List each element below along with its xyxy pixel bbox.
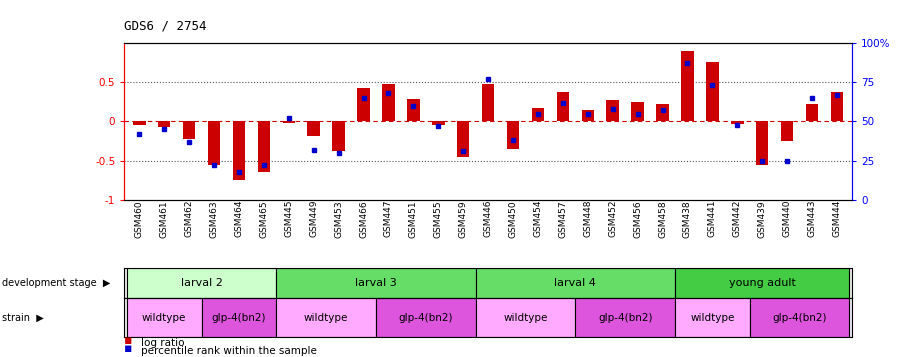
Bar (831, 92, 844, 121)
Bar (127, 268, 276, 298)
Bar (706, 62, 718, 121)
Bar (607, 100, 619, 121)
Text: GSM458: GSM458 (658, 200, 667, 237)
Bar (158, 121, 170, 127)
Bar (750, 298, 849, 337)
Text: GSM465: GSM465 (260, 200, 268, 237)
Bar (208, 121, 220, 165)
Text: glp-4(bn2): glp-4(bn2) (212, 313, 266, 323)
Text: GSM464: GSM464 (235, 200, 243, 237)
Bar (756, 121, 768, 165)
Bar (357, 89, 369, 121)
Text: GSM440: GSM440 (783, 200, 792, 237)
Text: strain  ▶: strain ▶ (2, 313, 43, 323)
Text: GSM444: GSM444 (833, 200, 842, 237)
Bar (675, 298, 750, 337)
Text: glp-4(bn2): glp-4(bn2) (598, 313, 652, 323)
Text: GSM446: GSM446 (484, 200, 493, 237)
Text: GSM466: GSM466 (359, 200, 368, 237)
Bar (133, 121, 146, 125)
Bar (576, 298, 675, 337)
Bar (308, 121, 320, 136)
Text: GSM459: GSM459 (459, 200, 468, 237)
Bar (806, 104, 818, 121)
Text: wildtype: wildtype (503, 313, 548, 323)
Text: larval 4: larval 4 (554, 278, 596, 288)
Text: GSM447: GSM447 (384, 200, 393, 237)
Bar (332, 121, 344, 151)
Bar (581, 110, 594, 121)
Text: log ratio: log ratio (141, 338, 184, 348)
Bar (675, 268, 849, 298)
Bar (283, 121, 295, 123)
Bar (233, 121, 245, 180)
Text: GSM450: GSM450 (508, 200, 518, 237)
Text: glp-4(bn2): glp-4(bn2) (399, 313, 453, 323)
Text: GSM449: GSM449 (309, 200, 319, 237)
Text: GSM452: GSM452 (608, 200, 617, 237)
Text: larval 2: larval 2 (181, 278, 223, 288)
Text: ▪: ▪ (124, 335, 133, 347)
Bar (202, 298, 276, 337)
Text: GSM443: GSM443 (808, 200, 817, 237)
Text: development stage  ▶: development stage ▶ (2, 278, 111, 288)
Text: GSM439: GSM439 (758, 200, 766, 237)
Bar (475, 268, 675, 298)
Text: GSM442: GSM442 (733, 200, 741, 237)
Text: young adult: young adult (729, 278, 796, 288)
Text: GDS6 / 2754: GDS6 / 2754 (124, 19, 207, 32)
Bar (781, 121, 793, 141)
Text: GSM457: GSM457 (558, 200, 567, 237)
Bar (127, 298, 202, 337)
Text: GSM441: GSM441 (708, 200, 717, 237)
Text: GSM463: GSM463 (210, 200, 218, 237)
Text: percentile rank within the sample: percentile rank within the sample (141, 346, 317, 356)
Bar (376, 298, 475, 337)
Bar (183, 121, 195, 139)
Text: GSM448: GSM448 (583, 200, 592, 237)
Bar (482, 85, 495, 121)
Bar (382, 85, 395, 121)
Text: wildtype: wildtype (142, 313, 186, 323)
Text: GSM460: GSM460 (134, 200, 144, 237)
Text: wildtype: wildtype (304, 313, 348, 323)
Text: ▪: ▪ (124, 342, 133, 355)
Text: wildtype: wildtype (690, 313, 735, 323)
Bar (432, 121, 445, 125)
Text: glp-4(bn2): glp-4(bn2) (773, 313, 827, 323)
Bar (457, 121, 470, 157)
Bar (531, 108, 544, 121)
Text: GSM438: GSM438 (683, 200, 692, 237)
Bar (407, 99, 420, 121)
Bar (507, 121, 519, 149)
Text: GSM455: GSM455 (434, 200, 443, 237)
Text: GSM451: GSM451 (409, 200, 418, 237)
Text: larval 3: larval 3 (356, 278, 397, 288)
Bar (682, 51, 694, 121)
Bar (258, 121, 270, 172)
Bar (556, 92, 569, 121)
Bar (731, 121, 743, 124)
Bar (475, 298, 576, 337)
Text: GSM453: GSM453 (334, 200, 344, 237)
Text: GSM454: GSM454 (533, 200, 542, 237)
Bar (276, 298, 376, 337)
Text: GSM461: GSM461 (159, 200, 169, 237)
Bar (632, 102, 644, 121)
Bar (276, 268, 475, 298)
Bar (657, 104, 669, 121)
Text: GSM445: GSM445 (285, 200, 293, 237)
Text: GSM456: GSM456 (633, 200, 642, 237)
Text: GSM462: GSM462 (184, 200, 193, 237)
